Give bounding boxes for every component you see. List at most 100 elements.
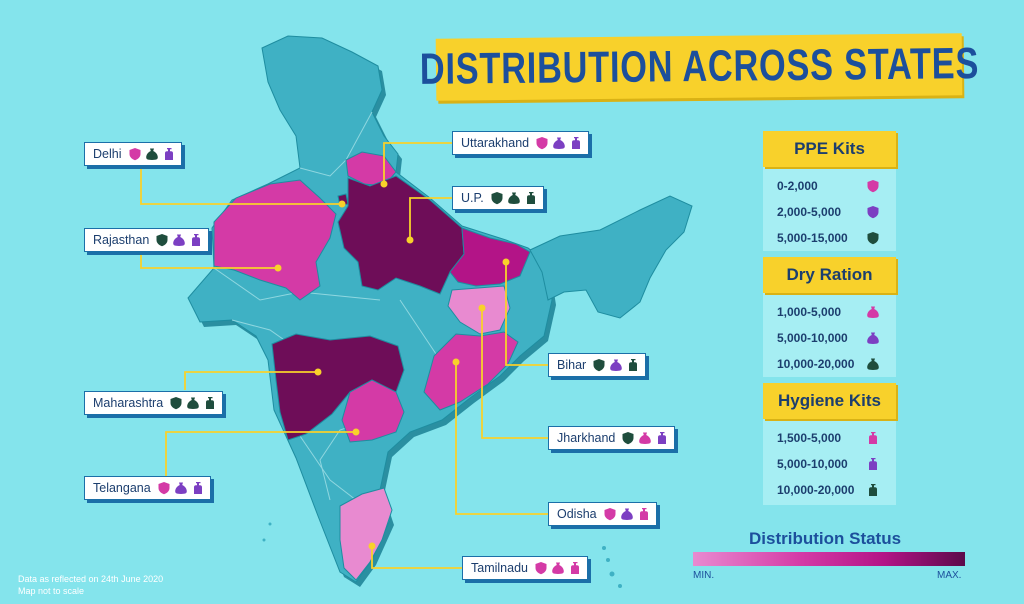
state-up (337, 175, 465, 295)
connector-lines (140, 142, 548, 569)
connector-dot-delhi (338, 200, 346, 208)
hygiene-1500-5000-icon (568, 561, 582, 575)
ppe-5000-15000-icon (621, 431, 635, 445)
connector-up (409, 197, 452, 240)
label-uttarakhand: Uttarakhand (452, 131, 590, 155)
hygiene-5000-10000-icon (655, 431, 669, 445)
connector-dot-up (406, 236, 414, 244)
connector-maharashtra (184, 371, 318, 390)
state-name: Tamilnadu (471, 561, 528, 575)
state-tamilnadu (339, 487, 393, 581)
hygiene-10000-20000-icon (626, 358, 640, 372)
title-banner: DISTRIBUTION ACROSS STATES (419, 33, 979, 101)
label-rajasthan: Rajasthan (84, 228, 210, 252)
connector-delhi (140, 164, 342, 205)
ppe-5000-15000-icon (866, 231, 880, 245)
dry-ration-5000-10000-icon (552, 136, 566, 150)
legend-row: 2,000-5,000 (763, 199, 896, 225)
state-name: Uttarakhand (461, 136, 530, 150)
ppe-0-2000-icon (866, 179, 880, 193)
label-bihar: Bihar (548, 353, 647, 377)
ppe-5000-15000-icon (169, 396, 183, 410)
legend-dry-ration-title: Dry Ration (763, 257, 896, 293)
legend-row: 0-2,000 (763, 173, 896, 199)
state-name: Maharashtra (93, 396, 164, 410)
legend-ppe: PPE Kits 0-2,000 2,000-5,000 5,000-15,00… (763, 131, 896, 251)
legend-row: 5,000-10,000 (763, 325, 896, 351)
dry-ration-10000-20000-icon (507, 191, 521, 205)
hygiene-5000-10000-icon (569, 136, 583, 150)
dry-ration-5000-10000-icon (172, 233, 186, 247)
hygiene-5000-10000-icon (866, 457, 880, 471)
distribution-gradient-bar (693, 552, 965, 566)
northeast-region (529, 195, 693, 319)
ppe-0-2000-icon (128, 147, 142, 161)
gradient-min-label: MIN. (693, 570, 715, 581)
ppe-5000-15000-icon (490, 191, 504, 205)
dry-ration-5000-10000-icon (866, 331, 880, 345)
connector-dot-telangana (352, 428, 360, 436)
state-telangana (341, 379, 405, 443)
connector-dot-uttarakhand (380, 180, 388, 188)
dry-ration-1000-5000-icon (638, 431, 652, 445)
dry-ration-1000-5000-icon (551, 561, 565, 575)
label-maharashtra: Maharashtra (84, 391, 224, 415)
label-delhi: Delhi (84, 142, 182, 166)
connector-bihar (505, 262, 548, 366)
label-telangana: Telangana (84, 476, 211, 500)
hygiene-5000-10000-icon (162, 147, 176, 161)
ppe-5000-15000-icon (155, 233, 169, 247)
legend-hygiene: Hygiene Kits 1,500-5,000 5,000-10,000 10… (763, 383, 896, 505)
label-odisha: Odisha (548, 502, 657, 526)
page-title: DISTRIBUTION ACROSS STATES (419, 39, 979, 94)
legend-row: 1,000-5,000 (763, 299, 896, 325)
label-up: U.P. (452, 186, 544, 210)
connector-odisha (455, 362, 548, 515)
state-jharkhand (447, 285, 511, 335)
footnote-scale: Map not to scale (18, 586, 85, 596)
ppe-5000-15000-icon (592, 358, 606, 372)
connector-dot-rajasthan (274, 264, 282, 272)
state-name: Odisha (557, 507, 597, 521)
legend-dry-ration: Dry Ration 1,000-5,000 5,000-10,000 10,0… (763, 257, 896, 377)
connector-dot-jharkhand (478, 304, 486, 312)
dry-ration-5000-10000-icon (620, 507, 634, 521)
gradient-max-label: MAX. (937, 570, 962, 581)
label-jharkhand: Jharkhand (548, 426, 676, 450)
state-odisha (423, 331, 519, 411)
connector-uttarakhand (383, 142, 452, 184)
ppe-2000-5000-icon (866, 205, 880, 219)
state-name: U.P. (461, 191, 484, 205)
hygiene-10000-20000-icon (866, 483, 880, 497)
connector-dot-tamilnadu (368, 542, 376, 550)
dry-ration-10000-20000-icon (866, 357, 880, 371)
connector-jharkhand (481, 308, 548, 439)
legend-row: 5,000-15,000 (763, 225, 896, 251)
ppe-0-2000-icon (157, 481, 171, 495)
connector-telangana (165, 431, 356, 476)
state-name: Delhi (93, 147, 122, 161)
state-name: Telangana (93, 481, 151, 495)
connector-rajasthan (140, 250, 278, 269)
connector-dot-maharashtra (314, 368, 322, 376)
state-name: Rajasthan (93, 233, 150, 247)
ppe-0-2000-icon (603, 507, 617, 521)
dry-ration-5000-10000-icon (174, 481, 188, 495)
islands (262, 522, 622, 588)
ppe-0-2000-icon (534, 561, 548, 575)
connector-dot-bihar (502, 258, 510, 266)
dry-ration-5000-10000-icon (609, 358, 623, 372)
legend-row: 1,500-5,000 (763, 425, 896, 451)
hygiene-10000-20000-icon (524, 191, 538, 205)
connector-dot-odisha (452, 358, 460, 366)
dry-ration-10000-20000-icon (145, 147, 159, 161)
legend-row: 10,000-20,000 (763, 351, 896, 377)
hygiene-10000-20000-icon (203, 396, 217, 410)
legend-hygiene-title: Hygiene Kits (763, 383, 896, 419)
state-rajasthan (213, 179, 337, 301)
state-bihar (449, 227, 531, 287)
hygiene-5000-10000-icon (191, 481, 205, 495)
dry-ration-10000-20000-icon (186, 396, 200, 410)
legend-row: 10,000-20,000 (763, 477, 896, 503)
